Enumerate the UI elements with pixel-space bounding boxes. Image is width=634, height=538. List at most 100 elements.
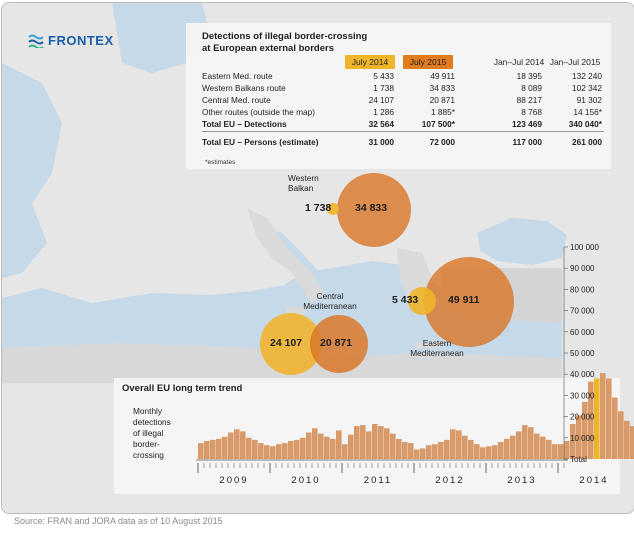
table-cell: 1 286 [373,107,394,117]
x-year-label: 2012 [435,475,464,486]
value-central-med-2015: 20 871 [320,337,353,349]
trend-bar [258,443,264,459]
table-cell: 32 564 [368,119,394,129]
trend-bar [498,442,504,459]
trend-bar [522,425,528,459]
table-cell: 132 240 [572,71,602,81]
trend-bar [228,432,234,459]
label-western-balkan-line2: Balkan [288,183,314,193]
table-separator [202,131,604,132]
trend-bar [432,444,438,459]
table-cell: 102 342 [572,83,602,93]
table-panel [186,23,611,169]
trend-bar [564,441,570,459]
trend-bar [264,445,270,459]
trend-ylabel-line: crossing [133,450,164,460]
trend-bar [240,431,246,459]
table-title: Detections of illegal border-crossing at… [202,31,402,55]
trend-bar [612,397,618,459]
trend-bar [420,448,426,459]
trend-bar [366,431,372,459]
col-header-janjul-2015: Jan–Jul 2015 [549,57,601,67]
trend-bar [510,435,516,459]
label-central-med-line1: Central [316,291,344,301]
trend-bar [300,437,306,459]
label-eastern-med-line2: Mediterranean [410,348,464,358]
black-sea [477,218,567,265]
label-central-med-line2: Mediterranean [303,301,357,311]
trend-bar [276,444,282,459]
trend-bar [468,439,474,459]
table-cell: 107 500* [421,119,455,129]
trend-bar [618,411,624,459]
trend-ylabel-line: detections [133,417,171,427]
y-tick-label: 100 000 [570,243,599,252]
label-eastern-med: Eastern Mediterranean [397,338,477,358]
trend-bar [354,426,360,459]
trend-bar [204,441,210,459]
y-tick-label: 70 000 [570,307,595,316]
trend-bar [234,429,240,459]
y-tick-label: Total [570,455,587,464]
bubble-eastern-med-2014 [408,287,436,315]
trend-bar [294,439,300,459]
value-western-balkan-2014: 1 738 [305,202,332,214]
col-header-janjul-2014: Jan–Jul 2014 [493,57,545,67]
label-western-balkan: Western Balkan [288,173,328,193]
trend-bar [318,433,324,459]
table-cell: 261 000 [572,137,602,147]
table-cell: 31 000 [368,137,394,147]
trend-bar [474,444,480,459]
table-cell: 24 107 [368,95,394,105]
y-tick-label: 50 000 [570,349,595,358]
trend-bar [588,381,594,459]
trend-bar [630,426,634,459]
trend-bar [246,437,252,459]
value-central-med-2014: 24 107 [270,337,303,349]
table-cell: 14 156* [573,107,602,117]
table-cell: 34 833 [429,83,455,93]
table-row-label: Total EU – Persons (estimate) [202,137,319,147]
atlantic [2,63,62,278]
table-cell: 340 040* [568,119,602,129]
y-tick-label: 30 000 [570,391,595,400]
table-cell: 49 911 [430,71,455,81]
trend-ylabel-line: Monthly [133,406,163,416]
label-eastern-med-line1: Eastern [422,338,452,348]
bubble-central-med-2014 [260,313,322,375]
label-western-balkan-line1: Western [288,173,319,183]
logo-text: FRONTEX [48,33,114,48]
table-cell: 88 217 [516,95,542,105]
trend-bar [438,442,444,459]
trend-bar [312,428,318,459]
trend-bar [594,378,600,459]
x-year-label: 2010 [291,475,320,486]
trend-bar [576,415,582,459]
frontex-waves-icon [28,34,44,48]
trend-bar [222,436,228,459]
trend-bar [492,445,498,459]
table-row-label: Other routes (outside the map) [202,107,315,117]
trend-bar [534,433,540,459]
y-tick-label: 40 000 [570,370,595,379]
trend-ylabel: Monthly detections of illegal border-crossi… [133,406,193,461]
bubble-western-balkan-2015 [337,173,411,247]
trend-bar [384,428,390,459]
x-year-label: 2013 [507,475,536,486]
trend-bar [606,378,612,459]
x-year-label: 2014 [579,475,608,486]
bubble-central-med-2015 [310,315,368,373]
table-cell: 123 469 [512,119,542,129]
trend-bar [288,441,294,459]
trend-bar [270,446,276,459]
trend-bar [372,424,378,459]
value-western-balkan-2015: 34 833 [355,202,388,214]
trend-bar [324,436,330,459]
table-cell: 20 871 [429,95,455,105]
trend-bar [582,401,588,459]
trend-bar [504,438,510,459]
trend-bar [360,425,366,459]
value-eastern-med-2014: 5 433 [392,294,419,306]
col-header-july-2014: July 2014 [345,55,395,69]
